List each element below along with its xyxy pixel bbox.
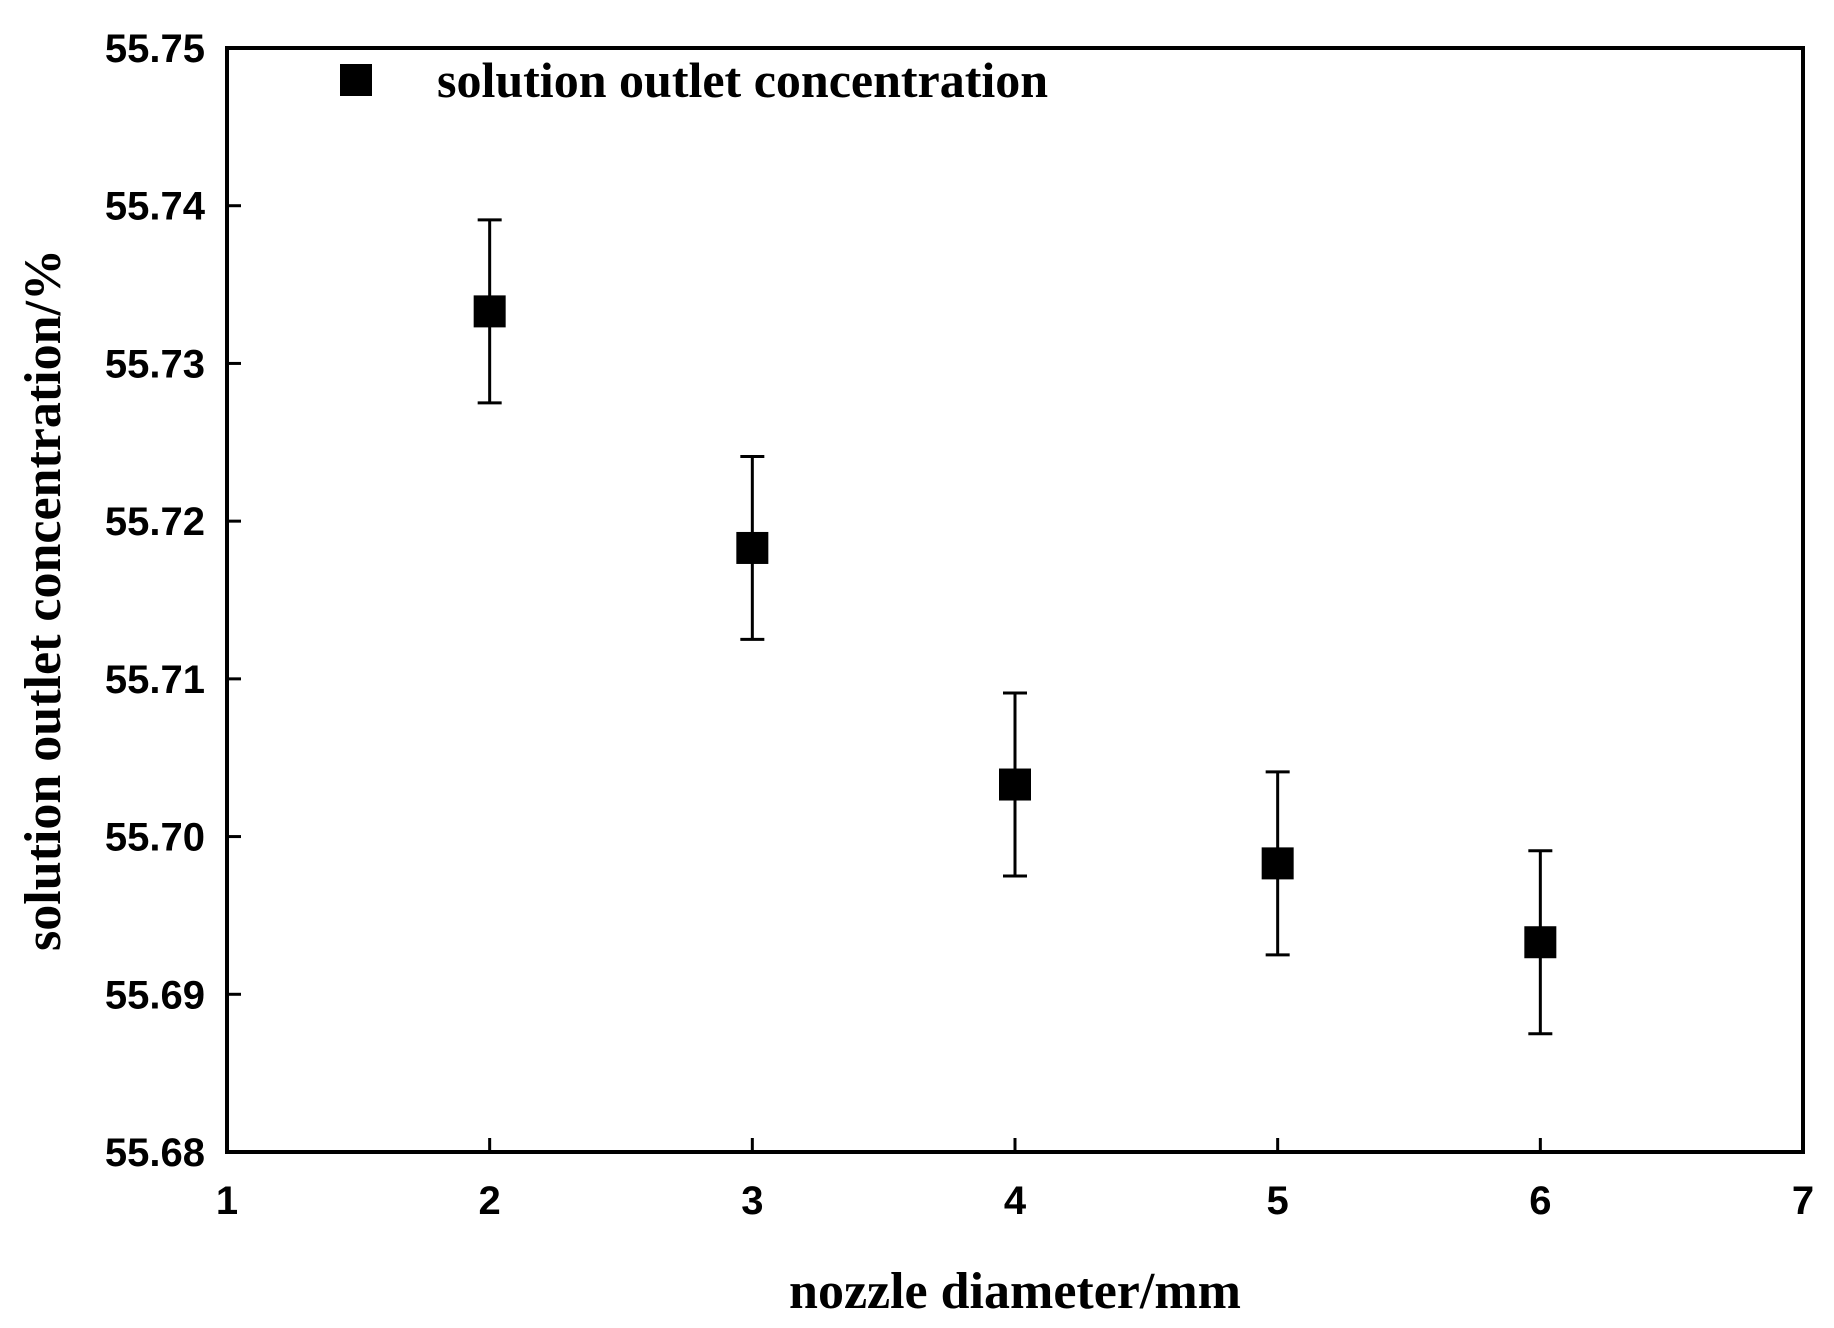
data-point	[736, 531, 769, 564]
ticks-layer: 1 2 3 4 5 6 7 55.68 55.69 55.70 55.71 55.72 55.73 55.…	[105, 27, 1814, 1223]
data-point	[999, 768, 1031, 801]
data-point	[473, 295, 506, 328]
y-tick-label: 55.72	[105, 500, 205, 544]
legend-label: solution outlet concentration	[437, 52, 1048, 108]
y-tick-label: 55.69	[105, 973, 205, 1017]
data-point	[1524, 926, 1557, 959]
x-tick-label: 2	[479, 1179, 501, 1223]
y-tick-label: 55.75	[105, 27, 205, 71]
legend: solution outlet concentration	[340, 52, 1048, 108]
legend-marker	[340, 64, 372, 96]
y-tick-label: 55.71	[105, 658, 205, 702]
x-tick-label: 5	[1267, 1179, 1289, 1223]
data-layer	[473, 218, 1557, 1036]
x-tick-label: 4	[1004, 1179, 1027, 1223]
x-axis-title: nozzle diameter/mm	[789, 1263, 1241, 1320]
data-point	[1261, 847, 1294, 880]
x-tick-label: 3	[741, 1179, 763, 1223]
y-axis-title: solution outlet concentration/%	[15, 249, 72, 951]
x-tick-label: 6	[1529, 1179, 1551, 1223]
y-tick-label: 55.68	[105, 1131, 205, 1175]
y-tick-label: 55.73	[105, 342, 205, 386]
y-tick-label: 55.74	[105, 185, 206, 229]
x-tick-label: 7	[1792, 1179, 1814, 1223]
plot-frame	[225, 46, 1805, 1154]
y-tick-label: 55.70	[105, 816, 205, 860]
x-tick-label: 1	[216, 1179, 238, 1223]
